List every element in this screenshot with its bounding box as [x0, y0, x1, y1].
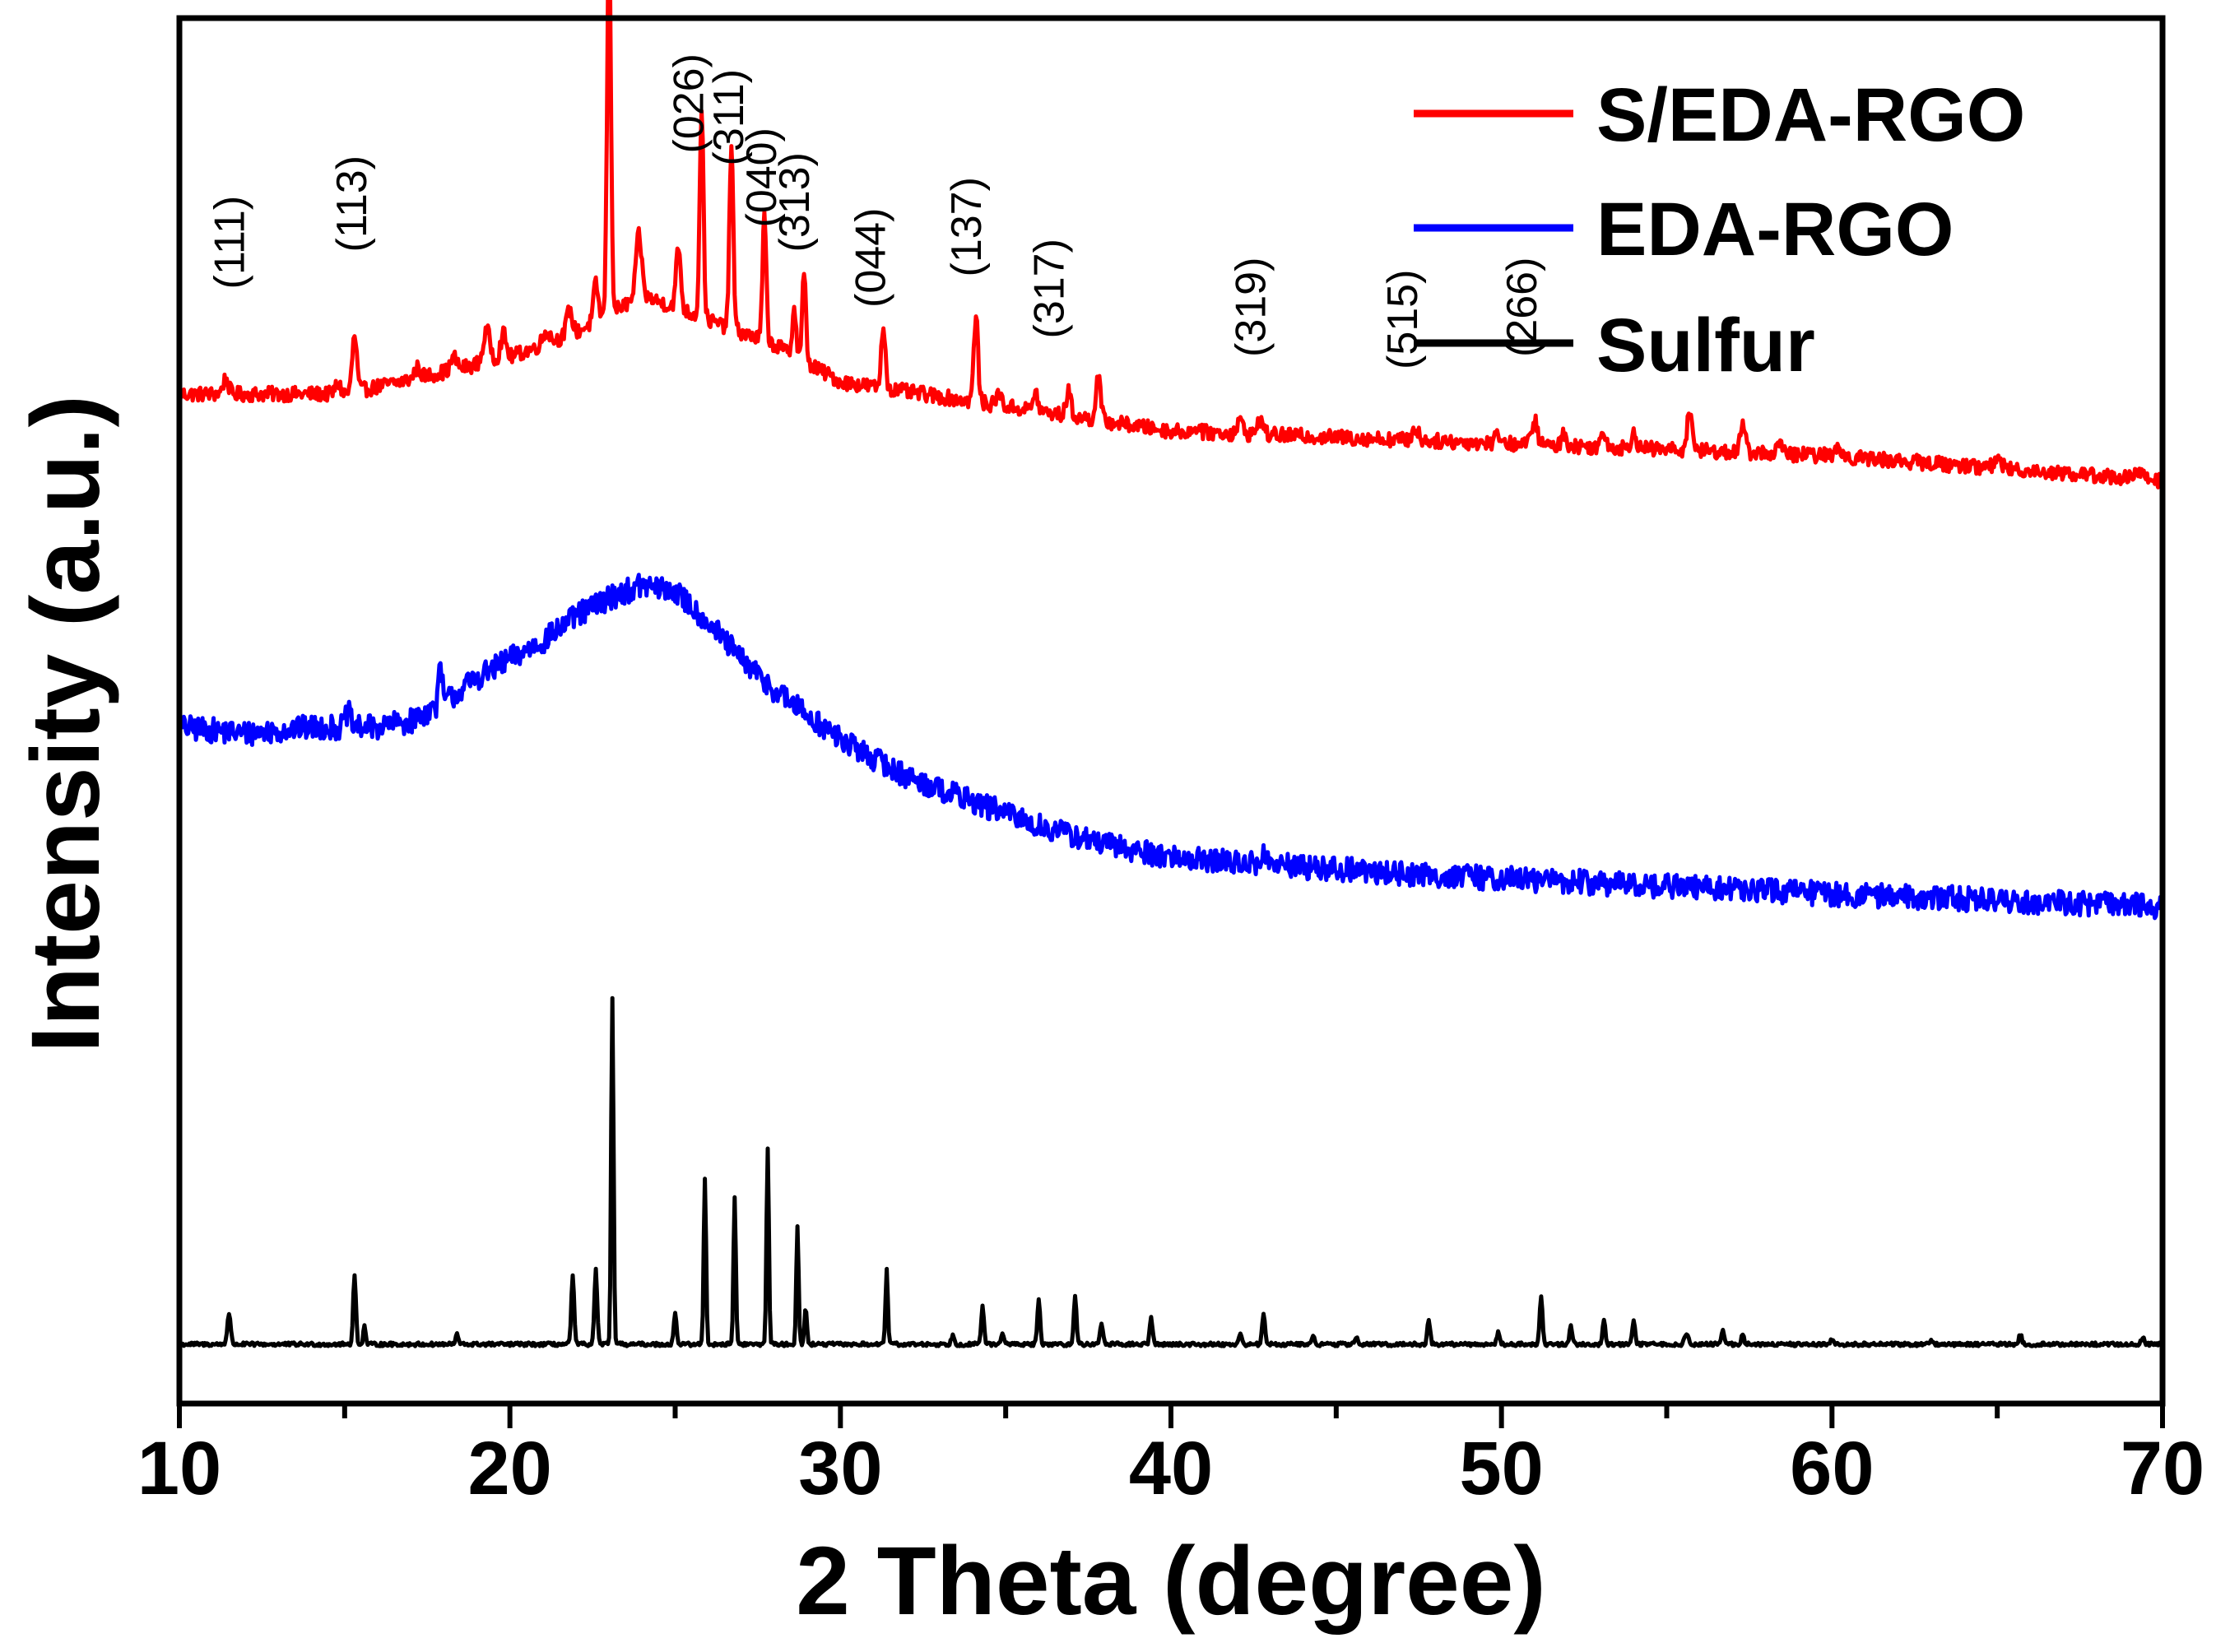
x-tick-label: 40	[1129, 1427, 1213, 1510]
x-tick-label: 30	[798, 1427, 882, 1510]
peak-label: (040)	[738, 128, 786, 227]
peak-label: (313)	[771, 152, 819, 252]
series-line-eda-rgo	[177, 573, 2165, 921]
peak-label: (311)	[705, 69, 753, 166]
x-tick-label: 20	[467, 1427, 551, 1510]
x-axis-title: 2 Theta (degree)	[796, 1527, 1545, 1636]
legend-label-s-eda-rgo: S/EDA-RGO	[1596, 73, 2025, 157]
peak-label: (113)	[328, 155, 376, 253]
x-tick-label: 60	[1790, 1427, 1874, 1510]
peak-label: (515)	[1379, 270, 1427, 369]
peak-label: (317)	[1025, 239, 1073, 338]
peak-annotations: (111)(113)(222)(026)(311)(040)(313)(044)…	[206, 53, 1546, 369]
x-tick-label: 70	[2121, 1427, 2204, 1510]
x-tick-label: 50	[1459, 1427, 1543, 1510]
peak-label: (111)	[206, 196, 253, 290]
series-layer	[177, 0, 2165, 1348]
x-tick-label: 10	[137, 1427, 221, 1510]
y-axis-title: Intensity (a.u.)	[12, 395, 120, 1053]
peak-label: (137)	[943, 177, 991, 276]
series-line-s-eda-rgo	[177, 0, 2165, 490]
legend-label-eda-rgo: EDA-RGO	[1596, 188, 1954, 271]
x-axis-ticks: 10 20 30 40 50 60 70	[137, 1404, 2204, 1510]
peak-label: (026)	[666, 53, 713, 153]
legend: S/EDA-RGO EDA-RGO Sulfur	[1414, 73, 2025, 387]
legend-label-sulfur: Sulfur	[1596, 304, 1815, 387]
series-line-sulfur	[178, 995, 2164, 1348]
peak-label: (319)	[1227, 258, 1275, 357]
peak-label: (044)	[848, 208, 895, 308]
